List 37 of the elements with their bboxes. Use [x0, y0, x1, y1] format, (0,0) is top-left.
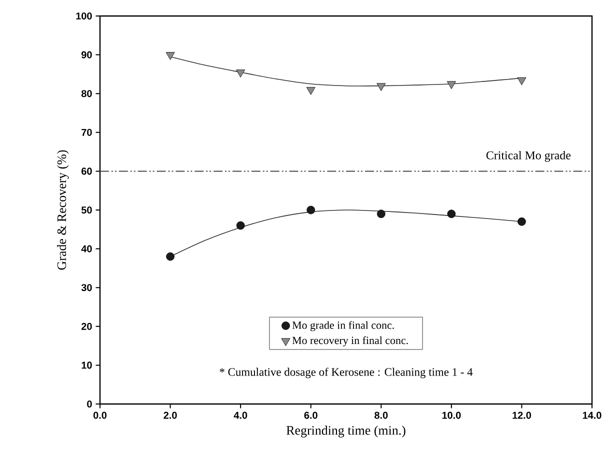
point — [376, 210, 386, 218]
point — [376, 83, 386, 92]
x-tick-label: 4.0 — [234, 412, 248, 419]
y-tick-label: 0 — [87, 400, 92, 408]
y-axis-title: Grade & Recovery (%) — [56, 150, 69, 270]
annotation: * Cumulative dosage of Kerosene : Cleaning time 1 - 4 — [220, 368, 473, 378]
x-tick-label: 6.0 — [304, 412, 318, 419]
point — [306, 206, 316, 214]
point — [518, 217, 526, 226]
y-tick-label: 90 — [81, 51, 92, 58]
y-tick-label: 40 — [81, 245, 92, 252]
y-tick-label: 60 — [82, 168, 92, 175]
y-tick-label: 30 — [81, 284, 92, 292]
ref-line-label: Critical Mo grade — [486, 150, 571, 162]
x-tick-label: 14.0 — [582, 412, 602, 419]
x-tick-label: 8.0 — [374, 412, 388, 419]
x-tick-label: 12.0 — [512, 412, 532, 419]
y-tick-label: 80 — [81, 90, 92, 98]
legend-label: Mo grade in final conc. — [292, 321, 394, 332]
legend-label: Mo recovery in final conc. — [292, 336, 408, 346]
point — [517, 77, 526, 86]
x-tick-label: 10.0 — [442, 412, 461, 419]
y-tick-label: 70 — [82, 128, 92, 136]
y-tick-label: 20 — [81, 322, 92, 330]
y-tick-label: 50 — [81, 206, 92, 214]
point — [446, 81, 456, 90]
x-tick-label: 2.0 — [164, 412, 177, 419]
point — [166, 252, 174, 261]
point — [236, 70, 246, 78]
point — [166, 52, 175, 60]
x-tick-label: 0.0 — [93, 412, 107, 419]
point — [306, 87, 316, 95]
point — [236, 221, 245, 230]
x-axis-title: Regrinding time (min.) — [286, 426, 406, 438]
y-tick-label: 10 — [82, 362, 92, 369]
y-tick-label: 100 — [76, 12, 92, 20]
point — [447, 210, 456, 218]
